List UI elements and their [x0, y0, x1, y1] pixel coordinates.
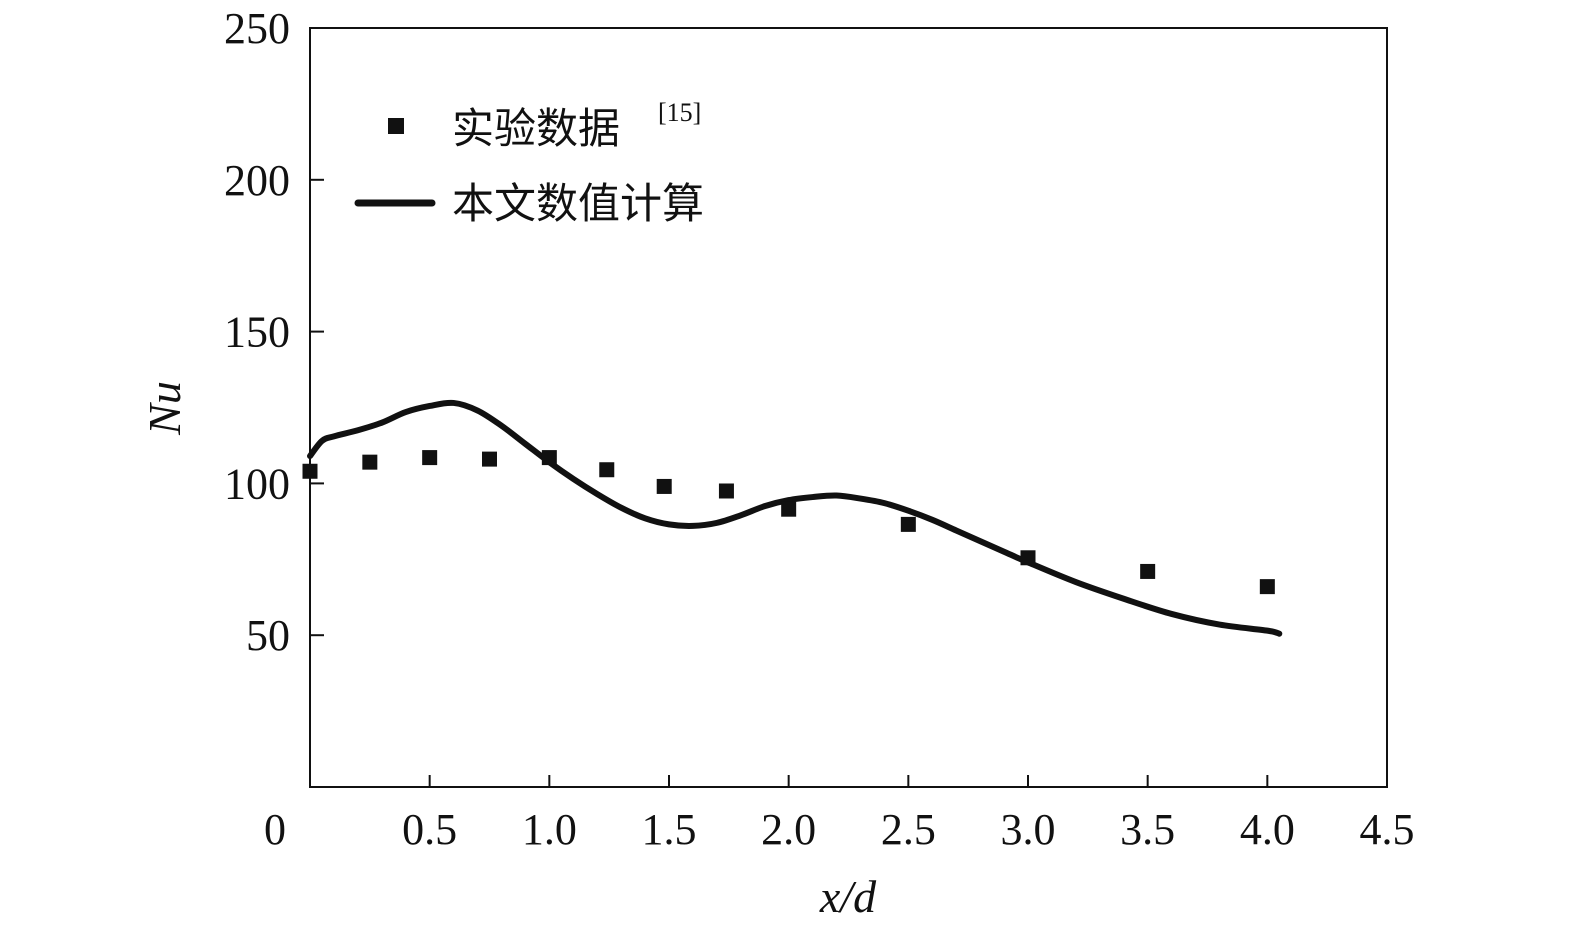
data-point-experimental: [1140, 563, 1156, 579]
legend-label-scatter-superscript: [15]: [658, 98, 701, 127]
data-point-experimental: [1259, 579, 1275, 595]
y-tick-label: 100: [224, 459, 290, 508]
x-tick-label: 3.0: [1001, 805, 1056, 854]
data-point-experimental: [302, 463, 318, 479]
data-point-experimental: [482, 451, 497, 467]
x-tick-label: 2.0: [761, 805, 816, 854]
y-tick-label: 200: [224, 156, 290, 205]
x-tick-label: 1.0: [522, 805, 577, 854]
legend-label-line: 本文数值计算: [452, 179, 704, 228]
plot-frame: [309, 27, 1388, 788]
legend-label-scatter: 实验数据: [452, 104, 620, 153]
series-points-layer: [302, 450, 1275, 595]
data-point-experimental: [1020, 550, 1036, 566]
data-point-experimental: [362, 454, 378, 470]
data-point-experimental: [656, 478, 672, 494]
y-tick-label: 50: [246, 611, 290, 660]
data-point-experimental: [900, 516, 916, 532]
data-point-experimental: [781, 501, 797, 517]
data-point-experimental: [541, 450, 557, 466]
data-point-experimental: [422, 450, 438, 466]
legend-marker-scatter: [388, 118, 404, 134]
series-line-numerical: [307, 399, 1283, 637]
data-point-experimental: [599, 462, 615, 478]
y-axis-label: Nu: [139, 381, 190, 436]
x-tick-label: 2.5: [881, 805, 936, 854]
x-tick-label: 4.5: [1360, 805, 1415, 854]
x-axis-label: x/d: [819, 871, 877, 922]
series-line-layer: [307, 399, 1283, 637]
y-tick-label: 150: [224, 308, 290, 357]
x-tick-label: 4.0: [1240, 805, 1295, 854]
tick-labels: 0 0.5 1.0 1.5 2.0 2.5 3.0 3.5 4.0 4.5 50 100 150 200 2…: [224, 4, 1415, 854]
x-tick-label: 1.5: [642, 805, 697, 854]
legend: 实验数据 [15] 本文数值计算: [354, 98, 704, 228]
x-tick-label: 3.5: [1120, 805, 1175, 854]
axis-ticks: [310, 27, 1269, 787]
data-point-experimental: [718, 483, 734, 499]
x-tick-label: 0: [264, 805, 286, 854]
x-tick-label: 0.5: [402, 805, 457, 854]
y-tick-label: 250: [224, 4, 290, 53]
